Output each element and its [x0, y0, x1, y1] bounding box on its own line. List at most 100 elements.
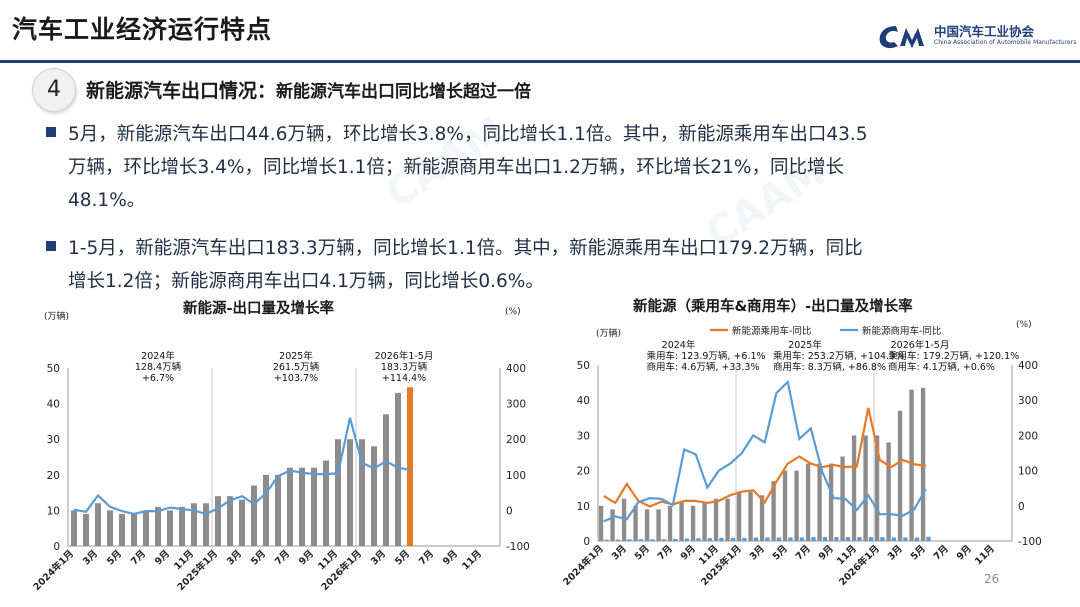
passenger-bar [713, 498, 719, 541]
bullet-marker [46, 127, 56, 137]
bar [83, 513, 89, 546]
section-title: 新能源汽车出口情况： [86, 80, 277, 102]
commercial-bar [788, 537, 793, 541]
x-tick-label: 3月 [886, 543, 905, 562]
x-tick-label: 5月 [105, 548, 124, 567]
x-tick-label: 5月 [909, 543, 928, 562]
commercial-bar [604, 539, 609, 541]
x-tick-label: 9月 [441, 548, 460, 567]
bar [287, 467, 293, 546]
commercial-bar [684, 538, 690, 541]
passenger-bar [886, 442, 891, 541]
bar [335, 439, 341, 546]
bar [347, 439, 353, 546]
passenger-bar [610, 509, 615, 541]
page-number: 26 [984, 572, 1000, 586]
bar [179, 506, 185, 546]
bar [395, 392, 401, 546]
y2-tick-label: 100 [506, 470, 526, 482]
x-tick-label: 3月 [81, 548, 100, 567]
legend-label: 新能源乘用车-同比 [732, 325, 811, 337]
y2-tick-label: 300 [506, 399, 526, 411]
passenger-bar [656, 509, 661, 541]
passenger-bar [748, 491, 753, 541]
y-tick-label: 0 [53, 541, 60, 553]
y-tick-label: 20 [577, 466, 590, 478]
bar [239, 499, 245, 546]
x-tick-label: 2024年1月 [31, 548, 76, 593]
bar [191, 503, 197, 546]
bar [275, 474, 281, 546]
period-annotation-line: 商用车: 8.3万辆, +86.8% [773, 361, 886, 373]
commercial-growth-line [603, 379, 927, 523]
passenger-bar [736, 491, 742, 541]
period-annotation-line: 183.3万辆 [381, 361, 428, 373]
x-tick-label: 11月 [460, 548, 484, 572]
y-tick-label: 50 [47, 363, 60, 375]
passenger-bar [644, 509, 650, 541]
x-tick-label: 5月 [771, 543, 790, 562]
period-annotation-line: 261.5万辆 [273, 361, 320, 373]
bar [95, 503, 101, 546]
passenger-bar [851, 435, 857, 541]
commercial-bar [638, 539, 644, 541]
slide-header: 汽车工业经济运行特点 中国汽车工业协会 China Association of… [0, 0, 1080, 63]
x-tick-label: 5月 [249, 548, 268, 567]
x-tick-label: 9月 [817, 543, 836, 562]
period-annotation-line: 2026年1-5月 [891, 339, 950, 351]
period-annotation-line: 商用车: 4.1万辆, +0.6% [888, 361, 995, 373]
commercial-bar [822, 537, 828, 541]
x-tick-label: 9月 [955, 543, 974, 562]
y-tick-label: 10 [47, 505, 60, 517]
y-tick-label: 40 [47, 399, 60, 411]
passenger-bar [598, 505, 604, 541]
bar [107, 510, 113, 546]
slide-title: 汽车工业经济运行特点 [12, 15, 273, 44]
bullet-line: 万辆，环比增长3.4%，同比增长1.1倍；新能源商用车出口1.2万辆，环比增长2… [68, 157, 844, 178]
passenger-bar [759, 495, 765, 541]
y-tick-label: 40 [577, 395, 590, 407]
y2-tick-label: 0 [1018, 501, 1025, 513]
bar [371, 446, 377, 546]
bar [203, 503, 209, 546]
header-divider [0, 60, 1080, 63]
commercial-bar [753, 537, 759, 541]
section-heading: 新能源汽车出口情况：新能源汽车出口同比增长超过一倍 [86, 76, 531, 103]
commercial-bar [776, 537, 782, 541]
commercial-bar [857, 537, 862, 541]
commercial-bar [742, 537, 747, 541]
passenger-bar [863, 435, 868, 541]
x-tick-label: 3月 [610, 543, 629, 562]
commercial-bar [880, 537, 885, 541]
bullet-line: 48.1%。 [68, 190, 146, 211]
commercial-bar [707, 538, 713, 541]
y-tick-label: 0 [583, 536, 590, 548]
bar [383, 414, 389, 546]
commercial-bar [868, 537, 874, 541]
commercial-bar [799, 537, 805, 541]
passenger-growth-line [603, 407, 926, 508]
period-annotation-line: 乘用车: 123.9万辆, +6.1% [647, 350, 766, 362]
bar [299, 467, 305, 546]
y2-tick-label: -100 [506, 541, 530, 553]
x-tick-label: 3月 [225, 548, 244, 567]
bullet-marker [46, 241, 56, 251]
period-annotation-line: 2025年 [279, 350, 313, 362]
logo-name-en: China Association of Automobile Manufact… [934, 39, 1077, 46]
x-tick-label: 7月 [417, 548, 436, 567]
commercial-bar [661, 539, 667, 541]
commercial-bar [719, 537, 724, 541]
chart1-plot: 0 10 20 30 40 50 -100 0 100 200 300 400 2024年1月 3月 5月 7… [31, 350, 530, 593]
commercial-bar [615, 539, 621, 541]
commercial-bar [650, 539, 655, 541]
chart2-title: 新能源（乘用车&商用车）-出口量及增长率 [633, 299, 913, 315]
x-tick-label: 2024年1月 [561, 543, 606, 588]
commercial-bar [811, 537, 816, 541]
commercial-bar [730, 537, 736, 541]
chart1-right-unit: (%) [505, 307, 521, 317]
period-annotation-line: 乘用车: 179.2万辆, +120.1% [888, 350, 1019, 362]
x-tick-label: 9月 [153, 548, 172, 567]
passenger-bar [874, 435, 880, 541]
period-annotation-line: 乘用车: 253.2万辆, +104.3% [773, 350, 904, 362]
y-tick-label: 50 [577, 360, 590, 372]
